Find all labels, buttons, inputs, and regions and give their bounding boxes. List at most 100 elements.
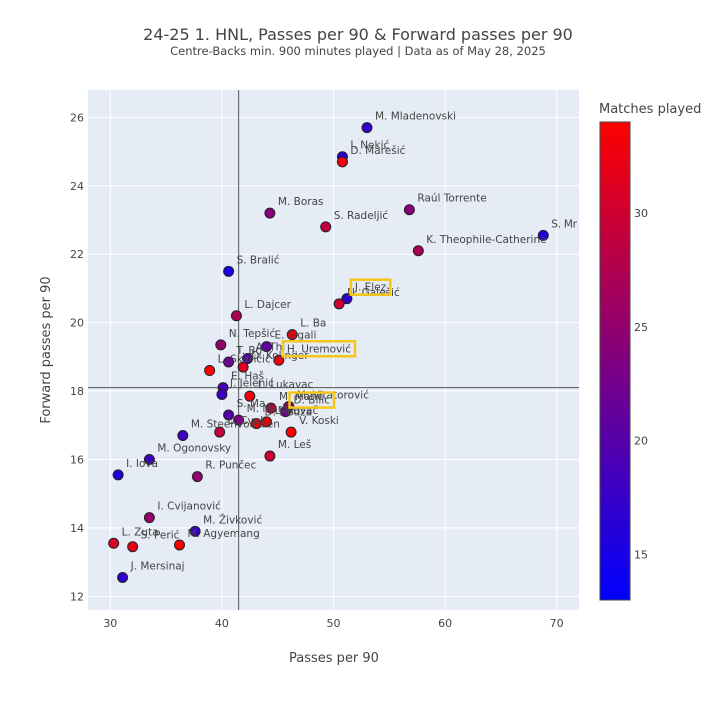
data-point[interactable] xyxy=(204,365,216,377)
y-tick-label: 18 xyxy=(70,385,84,398)
data-label: E. Haš xyxy=(231,371,264,383)
data-point[interactable] xyxy=(143,453,155,465)
y-tick-label: 20 xyxy=(70,317,84,330)
data-point[interactable] xyxy=(223,356,235,368)
data-point[interactable] xyxy=(215,339,227,351)
data-point[interactable] xyxy=(261,416,273,428)
data-point[interactable] xyxy=(216,388,228,400)
highlight-box xyxy=(288,391,336,409)
highlight-box xyxy=(281,340,357,358)
data-point[interactable] xyxy=(214,426,226,438)
data-label: M. Marić xyxy=(247,403,291,415)
data-label: L. Ba xyxy=(300,318,326,330)
data-point[interactable] xyxy=(233,414,245,426)
data-markers xyxy=(108,122,549,583)
colorbar-tick-label: 20 xyxy=(634,435,648,448)
data-label: M. Ogonovsky xyxy=(157,442,231,454)
y-tick-label: 26 xyxy=(70,111,84,124)
data-label: L. Lukavac xyxy=(258,379,314,391)
highlight-boxes xyxy=(281,278,392,409)
data-label: M. Steenvoorden xyxy=(191,419,280,431)
x-axis-title: Passes per 90 xyxy=(289,651,379,666)
data-point[interactable] xyxy=(273,354,285,366)
data-point[interactable] xyxy=(361,122,373,134)
data-label: H. Uremović xyxy=(287,343,351,355)
data-point[interactable] xyxy=(264,207,276,219)
chart-title: 24-25 1. HNL, Passes per 90 & Forward pa… xyxy=(143,25,573,44)
x-tick-label: 50 xyxy=(327,617,341,630)
data-point[interactable] xyxy=(230,310,242,322)
y-tick-label: 12 xyxy=(70,590,84,603)
data-point[interactable] xyxy=(286,329,298,341)
data-point[interactable] xyxy=(127,541,139,553)
data-label: L. Dajcer xyxy=(244,299,291,311)
x-tick-label: 70 xyxy=(550,617,564,630)
data-label: L. Zuta xyxy=(122,526,159,538)
data-point[interactable] xyxy=(261,341,273,353)
data-label: M. Boras xyxy=(278,196,324,208)
data-label: Raúl Torrente xyxy=(417,193,486,205)
x-tick-label: 60 xyxy=(438,617,452,630)
data-label: L. Cvek xyxy=(228,415,268,427)
data-label: J. Jelenić xyxy=(229,377,274,389)
data-label: S. Radeljić xyxy=(334,210,389,222)
data-label: J. Elez xyxy=(354,282,387,294)
data-point[interactable] xyxy=(191,471,203,483)
data-point[interactable] xyxy=(174,539,186,551)
data-label: D. Hodža xyxy=(265,407,313,419)
data-label: J. Mersinaj xyxy=(130,561,185,573)
data-label: D. Bilić xyxy=(294,395,331,407)
data-point[interactable] xyxy=(412,245,424,257)
data-point[interactable] xyxy=(333,298,345,310)
chart-subtitle: Centre-Backs min. 900 minutes played | D… xyxy=(170,44,546,58)
data-label: M. Mladenovski xyxy=(375,111,456,123)
data-label: E. Sigali xyxy=(275,330,317,342)
data-point[interactable] xyxy=(320,221,332,233)
data-point[interactable] xyxy=(403,204,415,216)
data-label: N. Tepšić xyxy=(229,328,276,340)
data-label: S. Ma xyxy=(237,398,266,410)
y-tick-label: 22 xyxy=(70,248,84,261)
data-point[interactable] xyxy=(265,402,277,414)
data-label: M. Agyemang xyxy=(188,528,260,540)
data-point[interactable] xyxy=(242,353,254,365)
data-label: N. Galešić xyxy=(347,287,400,299)
data-label: L. Skaričić xyxy=(218,354,271,366)
data-label: D. Kolinger xyxy=(251,350,309,362)
data-point[interactable] xyxy=(117,572,129,583)
data-point[interactable] xyxy=(341,293,353,305)
data-point[interactable] xyxy=(177,430,189,442)
data-label: A. Thi xyxy=(256,342,286,354)
data-point[interactable] xyxy=(237,361,249,373)
data-point[interactable] xyxy=(223,409,235,421)
colorbar-title: Matches played xyxy=(599,102,701,117)
y-tick-label: 16 xyxy=(70,453,84,466)
colorbar-ticks: 15 20 25 30 xyxy=(634,207,648,561)
data-point[interactable] xyxy=(189,525,201,537)
data-point[interactable] xyxy=(223,265,235,277)
data-label: S. Mr xyxy=(551,218,577,230)
y-tick-label: 24 xyxy=(70,180,84,193)
data-point[interactable] xyxy=(336,156,348,168)
data-label: D. Marešić xyxy=(350,145,405,157)
data-label: M. Živković xyxy=(203,513,262,526)
y-tick-label: 14 xyxy=(70,522,84,535)
highlight-box xyxy=(349,278,392,296)
data-point[interactable] xyxy=(108,537,120,549)
colorbar-tick-label: 30 xyxy=(634,207,648,220)
data-label: K. Theophile-Catherine xyxy=(426,234,546,246)
data-point[interactable] xyxy=(143,512,155,524)
data-label: I. Cvijanović xyxy=(157,501,221,513)
data-label: M. Leš xyxy=(278,439,311,451)
colorbar-tick-label: 15 xyxy=(634,548,648,561)
data-point[interactable] xyxy=(244,390,256,402)
data-label: V. Koski xyxy=(299,415,339,427)
colorbar xyxy=(599,121,631,601)
data-point[interactable] xyxy=(112,469,124,481)
x-tick-label: 30 xyxy=(103,617,117,630)
colorbar-tick-label: 25 xyxy=(634,321,648,334)
data-point[interactable] xyxy=(537,229,549,241)
data-point[interactable] xyxy=(285,426,297,438)
data-point[interactable] xyxy=(264,450,276,462)
